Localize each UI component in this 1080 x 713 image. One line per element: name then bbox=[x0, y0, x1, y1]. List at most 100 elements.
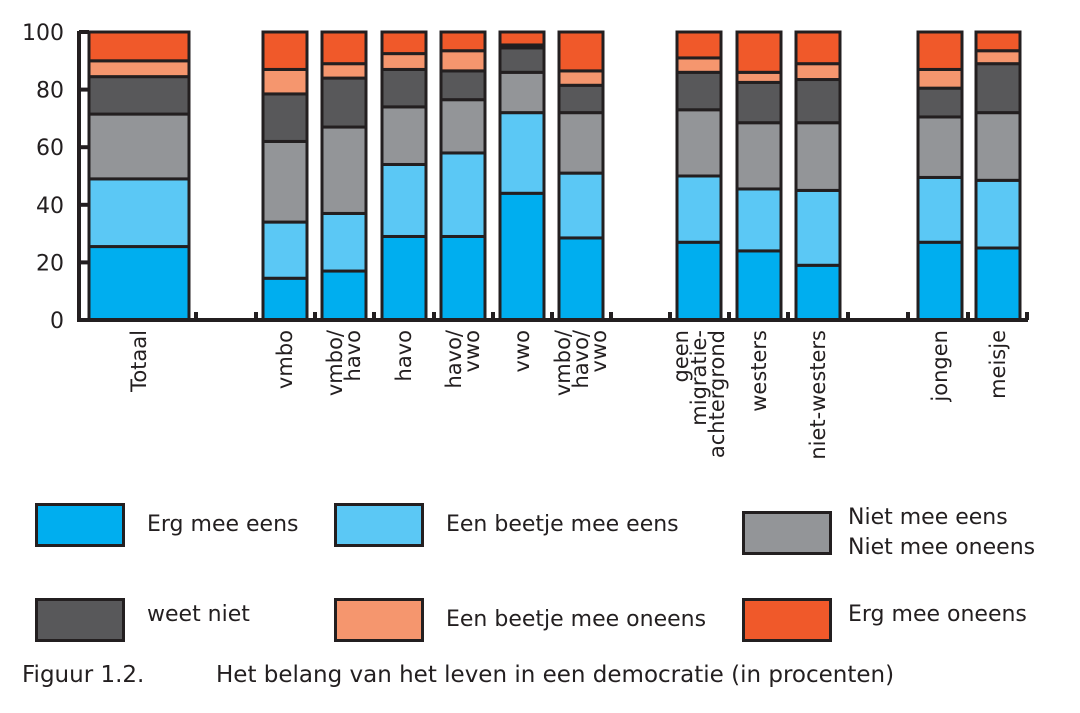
legend-item-beetje-mee-eens: Een beetje mee eens bbox=[334, 503, 679, 547]
bar-segment bbox=[675, 56, 723, 74]
bar-segment bbox=[261, 67, 309, 96]
x-tick-label: vmbo bbox=[273, 330, 297, 389]
bar-segment bbox=[439, 69, 487, 102]
legend-label: Een beetje mee eens bbox=[446, 512, 679, 537]
y-tick-label: 60 bbox=[36, 136, 64, 161]
bar-segment bbox=[735, 70, 783, 84]
x-tick-label-line: jongen bbox=[928, 330, 952, 403]
bar-segment bbox=[439, 234, 487, 322]
bar-segment bbox=[735, 187, 783, 253]
x-tick-label-line: havo bbox=[341, 330, 365, 381]
x-tick-label-line: vmbo bbox=[273, 330, 297, 389]
legend-swatch bbox=[334, 598, 424, 642]
bar-segment bbox=[380, 30, 428, 56]
bar-segment bbox=[916, 240, 964, 322]
bar-segment bbox=[261, 220, 309, 280]
bar-segment bbox=[498, 70, 546, 115]
y-tick-labels: 0 20 40 60 80 100 bbox=[22, 21, 64, 334]
bar-segment bbox=[87, 177, 191, 249]
x-tick-label: westers bbox=[747, 330, 771, 412]
bar-stack bbox=[380, 30, 428, 322]
x-tick-label: niet-westers bbox=[806, 330, 830, 460]
bar-stack bbox=[794, 30, 842, 322]
legend-label: Erg mee oneens bbox=[848, 602, 1027, 627]
x-tick-label: havo bbox=[392, 330, 416, 381]
bar-segment bbox=[320, 30, 368, 66]
bar-segment bbox=[974, 111, 1022, 182]
bar-segment bbox=[794, 78, 842, 125]
bar-segment bbox=[557, 111, 605, 175]
legend-item-erg-mee-eens: Erg mee eens bbox=[35, 503, 299, 547]
bar-segment bbox=[380, 67, 428, 109]
bar-segment bbox=[916, 30, 964, 71]
bar-segment bbox=[498, 111, 546, 195]
bar-segment bbox=[794, 30, 842, 66]
x-tick-label-line: geen bbox=[669, 330, 693, 382]
bar-segment bbox=[675, 240, 723, 322]
bar-segment bbox=[320, 76, 368, 129]
legend-label: Een beetje mee oneens bbox=[446, 607, 707, 632]
x-tick-label-line: vmbo/ bbox=[551, 329, 575, 396]
bar-segment bbox=[380, 162, 428, 238]
bar-segment bbox=[974, 49, 1022, 66]
legend-swatch bbox=[35, 598, 125, 642]
x-tick-label: jongen bbox=[928, 330, 952, 403]
x-tick-label-line: westers bbox=[747, 330, 771, 412]
bar-segment bbox=[320, 269, 368, 322]
bar-segment bbox=[735, 121, 783, 191]
x-tick-label-line: vwo bbox=[587, 330, 611, 372]
legend-swatch bbox=[742, 511, 832, 555]
x-tick-label: havo/vwo bbox=[442, 329, 484, 388]
bar-segment bbox=[261, 30, 309, 71]
bar-segment bbox=[916, 115, 964, 179]
y-tick-label: 0 bbox=[50, 309, 64, 334]
bar-segment bbox=[794, 62, 842, 82]
x-tick-labels: Totaal vmbo vmbo/havo havo havo/vwo vwo vmbo/h… bbox=[127, 329, 1010, 460]
bar-segment bbox=[974, 30, 1022, 53]
x-tick-label-line: havo/ bbox=[442, 329, 466, 388]
bar-segment bbox=[557, 83, 605, 115]
bar-segment bbox=[380, 105, 428, 166]
x-tick-label-line: havo bbox=[392, 330, 416, 381]
bar-segment bbox=[557, 69, 605, 87]
bar-segment bbox=[261, 276, 309, 322]
bar-segment bbox=[439, 30, 487, 53]
legend-label: weet niet bbox=[147, 602, 250, 627]
bar-segment bbox=[87, 112, 191, 181]
axes-layer bbox=[77, 30, 1029, 322]
figure-number: Figuur 1.2. bbox=[22, 662, 145, 688]
legend-item-beetje-mee-oneens: Een beetje mee oneens bbox=[334, 598, 706, 642]
bar-segment bbox=[498, 30, 546, 47]
x-tick-label: vwo bbox=[510, 330, 534, 372]
legend-swatch bbox=[35, 503, 125, 547]
bar-segment bbox=[675, 30, 723, 60]
bar-segment bbox=[557, 30, 605, 73]
x-tick-label-line: havo/ bbox=[569, 329, 593, 388]
legend-item-erg-mee-oneens: Erg mee oneens bbox=[742, 598, 1027, 642]
bar-stack bbox=[735, 30, 783, 322]
legend-swatch bbox=[334, 503, 424, 547]
x-tick-label: meisje bbox=[986, 330, 1010, 399]
figure-caption: Het belang van het leven in een democrat… bbox=[216, 662, 895, 688]
bars-layer bbox=[87, 30, 1022, 322]
bar-segment bbox=[794, 188, 842, 267]
legend-swatch bbox=[742, 598, 832, 642]
x-tick-label-line: Totaal bbox=[127, 330, 151, 393]
bar-segment bbox=[87, 245, 191, 322]
bar-segment bbox=[320, 211, 368, 273]
y-tick-label: 40 bbox=[36, 194, 64, 219]
bar-segment bbox=[439, 151, 487, 238]
bar-stack bbox=[916, 30, 964, 322]
bar-segment bbox=[439, 98, 487, 155]
x-tick-label-line: vwo bbox=[460, 330, 484, 372]
x-tick-label: geenmigratie-achtergrond bbox=[669, 330, 729, 458]
bar-segment bbox=[380, 234, 428, 322]
bar-segment bbox=[916, 175, 964, 244]
legend-item-niet-mee-eens-niet-mee-oneens: Niet mee eens Niet mee oneens bbox=[742, 503, 1035, 563]
bar-segment bbox=[735, 30, 783, 74]
bar-segment bbox=[735, 80, 783, 125]
x-tick-label-line: vwo bbox=[510, 330, 534, 372]
x-tick-label-line: vmbo/ bbox=[323, 329, 347, 396]
x-tick-label: vmbo/havo bbox=[323, 329, 365, 396]
bar-segment bbox=[974, 62, 1022, 115]
